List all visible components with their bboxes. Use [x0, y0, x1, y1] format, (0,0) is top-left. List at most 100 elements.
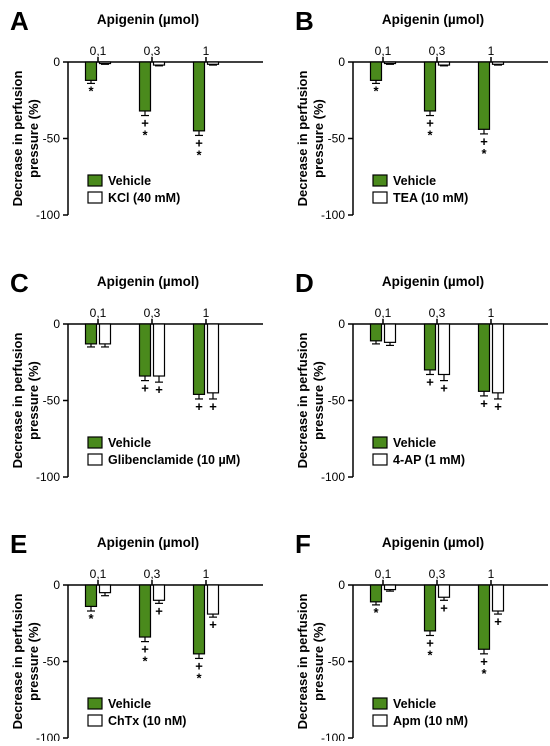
legend-entry: Vehicle [108, 436, 151, 450]
bar-vehicle [192, 323, 206, 395]
y-axis-label-line2: pressure (%) [311, 99, 326, 178]
bar-vehicle [138, 61, 152, 112]
y-tick-label: -50 [43, 394, 61, 408]
legend-entry: 4-AP (1 mM) [393, 453, 465, 467]
x-axis-title: Apigenin (µmol) [382, 535, 484, 550]
x-tick-label: 0,1 [90, 306, 107, 320]
y-tick-label: 0 [53, 55, 60, 69]
y-axis-label: Decrease in perfusion pressure (%) [295, 71, 326, 207]
y-tick-label: -100 [36, 470, 60, 484]
y-tick-label: -50 [328, 655, 346, 669]
significance-plus: + [440, 381, 448, 396]
bar-vehicle [84, 584, 98, 608]
x-axis-title: Apigenin (µmol) [97, 535, 199, 550]
y-tick-label: -100 [321, 470, 345, 484]
legend-swatch [87, 453, 103, 466]
panel-b: B Apigenin (µmol) Decrease in perfusion pre… [295, 6, 548, 222]
x-tick-label: 1 [488, 44, 495, 58]
legend-swatch [87, 191, 103, 204]
bar-treatment [206, 584, 220, 615]
x-tick-label: 0,1 [375, 44, 392, 58]
bar-treatment [152, 323, 166, 377]
significance-plus: + [426, 374, 434, 389]
legend-swatch [372, 174, 388, 187]
significance-plus: + [141, 381, 149, 396]
bar-treatment [383, 61, 397, 65]
y-axis-label: Decrease in perfusion pressure (%) [10, 71, 41, 207]
y-axis-label-line1: Decrease in perfusion [295, 333, 310, 469]
x-tick-label: 0,3 [144, 567, 161, 581]
bar-treatment [491, 323, 505, 394]
significance-star: * [88, 611, 94, 626]
bar-vehicle [369, 323, 383, 342]
y-axis-label: Decrease in perfusion pressure (%) [10, 594, 41, 730]
bar-vehicle [192, 584, 206, 655]
bar-vehicle [84, 61, 98, 81]
y-tick-label: 0 [53, 317, 60, 331]
significance-star: * [481, 146, 487, 161]
y-tick-label: -100 [36, 731, 60, 741]
legend-entry: KCl (40 mM) [108, 191, 180, 205]
bar-treatment [491, 584, 505, 612]
y-axis-label-line1: Decrease in perfusion [10, 594, 25, 730]
bar-vehicle [477, 323, 491, 392]
panel-letter: B [295, 6, 314, 36]
legend-entry: Vehicle [108, 697, 151, 711]
y-tick-label: -100 [321, 208, 345, 222]
legend-swatch [372, 191, 388, 204]
significance-plus: + [426, 116, 434, 131]
x-tick-label: 1 [488, 567, 495, 581]
legend-swatch [87, 436, 103, 449]
significance-plus: + [195, 399, 203, 414]
legend-swatch [372, 453, 388, 466]
panel-letter: F [295, 529, 311, 559]
significance-plus: + [494, 399, 502, 414]
significance-star: * [196, 670, 202, 685]
bar-treatment [152, 584, 166, 601]
y-axis-label-line2: pressure (%) [311, 622, 326, 701]
bar-treatment [206, 323, 220, 394]
legend-swatch [87, 697, 103, 710]
x-tick-label: 0,3 [144, 306, 161, 320]
significance-plus: + [480, 654, 488, 669]
x-tick-label: 0,3 [429, 44, 446, 58]
y-axis-label-line2: pressure (%) [26, 99, 41, 178]
significance-star: * [481, 666, 487, 681]
significance-star: * [373, 83, 379, 98]
y-tick-label: -50 [43, 655, 61, 669]
bar-vehicle [477, 584, 491, 650]
bar-treatment [383, 323, 397, 343]
y-axis-label: Decrease in perfusion pressure (%) [295, 333, 326, 469]
y-axis-label: Decrease in perfusion pressure (%) [295, 594, 326, 730]
significance-star: * [427, 647, 433, 662]
bar-treatment [152, 61, 166, 66]
significance-plus: + [426, 635, 434, 650]
significance-plus: + [480, 396, 488, 411]
y-axis-label-line1: Decrease in perfusion [10, 333, 25, 469]
x-tick-label: 0,3 [144, 44, 161, 58]
x-tick-label: 0,1 [375, 567, 392, 581]
panel-letter: C [10, 268, 29, 298]
significance-plus: + [155, 382, 163, 397]
y-tick-label: -50 [328, 394, 346, 408]
x-tick-label: 0,1 [90, 44, 107, 58]
panel-letter: E [10, 529, 27, 559]
significance-plus: + [141, 642, 149, 657]
y-axis-label-line2: pressure (%) [311, 361, 326, 440]
bar-treatment [437, 323, 451, 376]
legend-entry: ChTx (10 nM) [108, 714, 186, 728]
y-tick-label: 0 [338, 578, 345, 592]
significance-plus: + [480, 134, 488, 149]
panel-d: D Apigenin (µmol) Decrease in perfusion pre… [295, 268, 548, 484]
significance-plus: + [440, 600, 448, 615]
x-axis-title: Apigenin (µmol) [382, 274, 484, 289]
bar-treatment [98, 584, 112, 594]
bar-treatment [206, 61, 220, 65]
y-tick-label: 0 [338, 55, 345, 69]
significance-plus: + [141, 116, 149, 131]
x-tick-label: 1 [203, 306, 210, 320]
panel-a: A Apigenin (µmol) Decrease in perfusion pre… [10, 6, 263, 222]
bar-vehicle [369, 584, 383, 603]
